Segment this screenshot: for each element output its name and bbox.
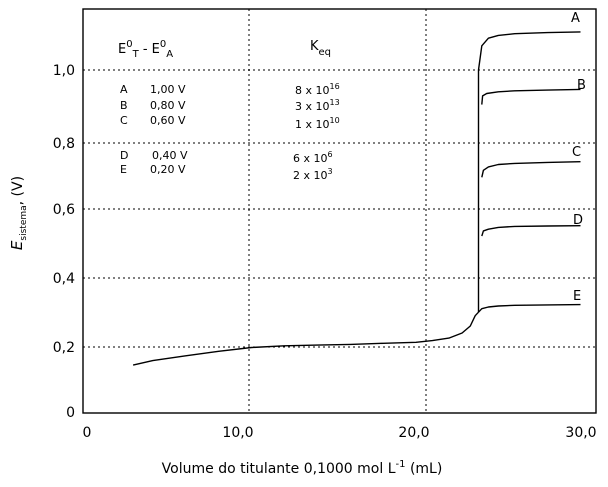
y-tick-label-06: 0,6 bbox=[53, 202, 75, 218]
annotation-label-e: E bbox=[120, 163, 127, 176]
annotation-k-d: 6 x 106 bbox=[293, 150, 333, 165]
annotation-label-d: D bbox=[120, 149, 128, 162]
annotation-e-b: 0,80 V bbox=[150, 99, 186, 112]
header-keq: Keq bbox=[310, 39, 331, 58]
annotation-e-e: 0,20 V bbox=[150, 163, 186, 176]
x-tick-label-30: 30,0 bbox=[565, 425, 596, 441]
y-tick-label-10: 1,0 bbox=[53, 63, 75, 79]
annotation-k-e: 2 x 103 bbox=[293, 167, 333, 182]
y-axis-label: Esistema, (V) bbox=[8, 176, 29, 250]
series-line-a bbox=[477, 31, 581, 313]
annotation-label-a: A bbox=[120, 83, 128, 96]
series-line-c bbox=[481, 161, 581, 178]
series-layer bbox=[132, 31, 581, 366]
annotation-k-b: 3 x 1013 bbox=[295, 98, 340, 113]
curve-label-b: B bbox=[577, 78, 586, 93]
annotation-k-a: 8 x 1016 bbox=[295, 82, 340, 97]
curve-label-d: D bbox=[573, 213, 583, 228]
series-line-b bbox=[481, 88, 581, 105]
y-tick-label-0: 0 bbox=[66, 405, 75, 421]
series-line-e bbox=[477, 303, 581, 313]
y-tick-label-08: 0,8 bbox=[53, 136, 75, 152]
x-tick-label-20: 20,0 bbox=[398, 425, 429, 441]
series-line-pre-equivalence bbox=[132, 311, 480, 366]
x-tick-label-0: 0 bbox=[83, 425, 92, 441]
x-axis-label: Volume do titulante 0,1000 mol L-1 (mL) bbox=[162, 459, 443, 477]
annotation-label-b: B bbox=[120, 99, 128, 112]
plot-frame bbox=[82, 8, 597, 414]
annotation-label-c: C bbox=[120, 114, 128, 127]
series-line-d bbox=[481, 225, 581, 237]
header-e0-diff: E0T - E0A bbox=[118, 39, 173, 60]
curve-label-e: E bbox=[573, 289, 581, 304]
y-tick-label-04: 0,4 bbox=[53, 271, 75, 287]
annotation-e-a: 1,00 V bbox=[150, 83, 186, 96]
annotation-k-c: 1 x 1010 bbox=[295, 116, 340, 131]
curve-label-a: A bbox=[571, 11, 580, 26]
y-tick-label-02: 0,2 bbox=[53, 340, 75, 356]
curve-label-c: C bbox=[572, 145, 581, 160]
annotation-e-c: 0,60 V bbox=[150, 114, 186, 127]
annotation-e-d: 0,40 V bbox=[152, 149, 188, 162]
x-tick-label-10: 10,0 bbox=[222, 425, 253, 441]
